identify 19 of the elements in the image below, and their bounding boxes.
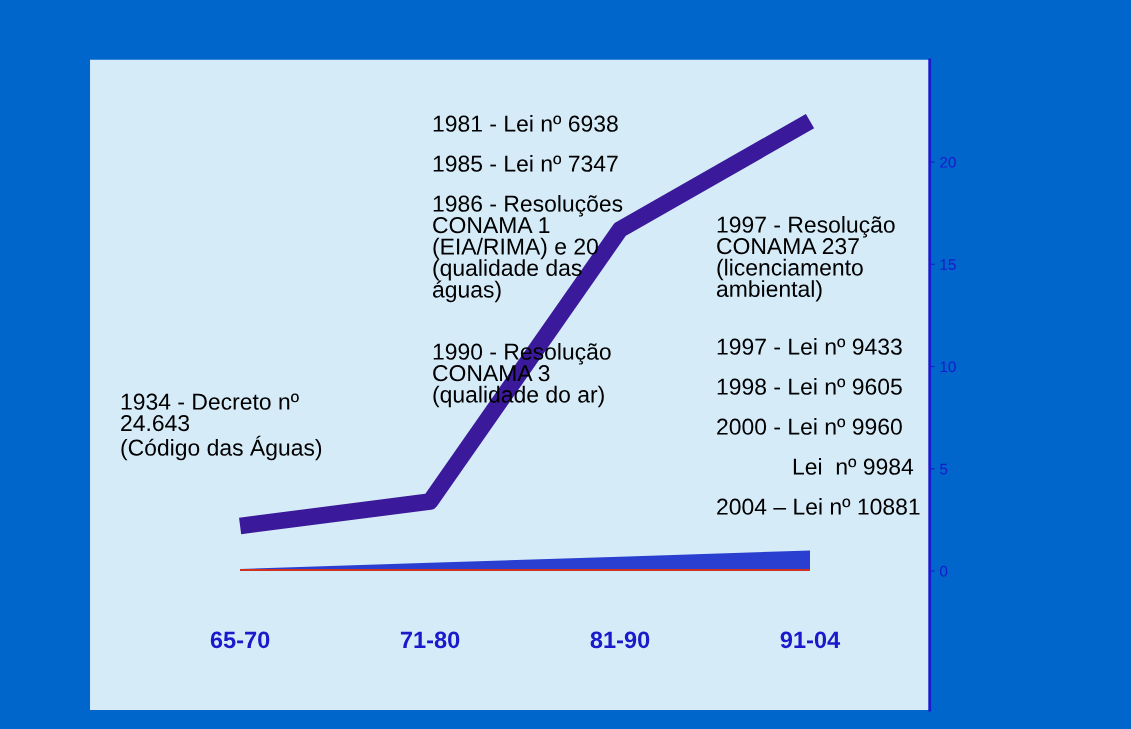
annotation: 1997 - Lei nº 9433: [717, 338, 902, 355]
x-tick-label: 71-80: [400, 631, 460, 649]
annotation: 1934 - Decreto nº 24.643 (Código das Águas): [121, 393, 322, 461]
annotation: 2004 – Lei nº 10881: [717, 498, 920, 515]
x-tick-label: 81-90: [590, 631, 650, 649]
annotation: Lei nº 9984: [793, 458, 914, 475]
x-tick-label: 65-70: [210, 631, 270, 649]
annotation: 1998 - Lei nº 9605: [717, 378, 902, 395]
annotation: 2000 - Lei nº 9960: [717, 418, 902, 435]
annotation: 1985 - Lei nº 7347: [433, 155, 618, 172]
annotation: 1981 - Lei nº 6938: [433, 115, 618, 132]
y-tick-label: 15: [940, 259, 956, 270]
x-tick-label: 91-04: [780, 631, 841, 649]
annotation: 1986 - Resoluções CONAMA 1 (EIA/RIMA) e 20 (qualidade das águas): [432, 195, 623, 303]
y-tick-label: 20: [940, 156, 956, 168]
annotation: 1997 - Resolução CONAMA 237 (licenciamento ambiental): [716, 216, 895, 302]
y-tick-label: 5: [940, 463, 948, 475]
y-tick-label: 10: [940, 361, 956, 373]
y-tick-label: 0: [940, 565, 948, 577]
